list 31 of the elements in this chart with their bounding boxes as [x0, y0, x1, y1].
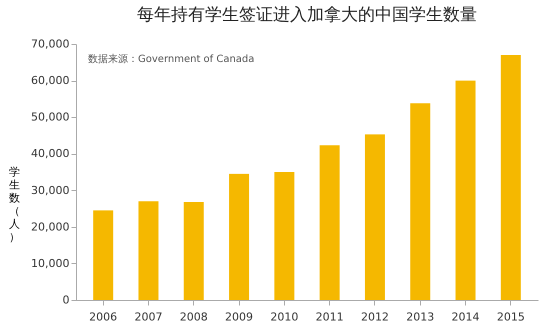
bar	[229, 174, 250, 300]
bar	[456, 80, 476, 300]
y-tick-label: 20,000	[31, 220, 70, 234]
x-tick-label: 2011	[316, 310, 344, 324]
y-tick-label: 10,000	[31, 256, 70, 270]
bar	[184, 202, 204, 300]
x-tick-label: 2008	[180, 310, 208, 324]
bar	[274, 172, 294, 300]
annotation: 数据来源：Government of Canada	[88, 53, 254, 65]
bar	[364, 134, 385, 300]
bar	[410, 103, 430, 300]
bar	[93, 210, 114, 300]
y-tick-label: 40,000	[31, 147, 70, 160]
y-tick-label: 60,000	[31, 74, 70, 88]
y-tick-label: 0	[62, 294, 70, 306]
x-tick-label: 2007	[134, 310, 162, 324]
bar	[500, 54, 521, 300]
x-tick-label: 2009	[225, 310, 254, 324]
y-tick-label: 70,000	[31, 38, 70, 50]
x-tick-label: 2014	[452, 310, 480, 324]
bar	[320, 145, 340, 300]
x-tick-label: 2012	[360, 310, 389, 324]
y-axis-title: 学生数（人）	[9, 166, 20, 244]
bar	[138, 201, 158, 300]
x-tick-label: 2015	[496, 310, 525, 324]
y-tick-label: 30,000	[31, 184, 70, 197]
x-tick-label: 2006	[89, 310, 118, 324]
x-tick-label: 2010	[270, 310, 298, 324]
x-tick-label: 2013	[406, 310, 434, 324]
chart-title: 每年持有学生签证进入加拿大的中国学生数量	[137, 5, 477, 25]
y-tick-label: 50,000	[31, 110, 70, 124]
